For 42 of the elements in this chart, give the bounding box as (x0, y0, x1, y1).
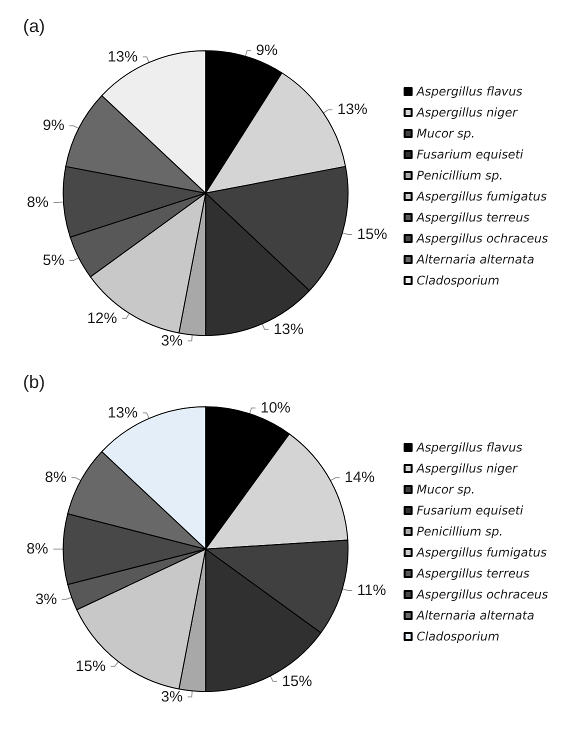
legend-label: Aspergillus terreus (416, 566, 530, 580)
legend-label: Mucor sp. (416, 126, 475, 140)
legend-label: Mucor sp. (416, 482, 475, 496)
data-label: 8% (26, 194, 49, 211)
data-label: 14% (344, 469, 375, 486)
data-label: 13% (108, 48, 138, 66)
legend-label: Alternaria alternata (416, 608, 534, 622)
data-label: 3% (160, 332, 183, 350)
legend-label: Aspergillus ochraceus (416, 588, 548, 602)
data-label: 3% (35, 590, 58, 608)
data-label: 9% (256, 42, 278, 60)
data-label: 13% (337, 101, 368, 118)
legend-label: Aspergillus flavus (416, 440, 522, 454)
legend-label: Aspergillus fumigatus (416, 190, 547, 204)
data-label: 12% (87, 310, 118, 327)
chart-title: (a) (23, 16, 45, 36)
legend-label: Penicillium sp. (416, 168, 503, 182)
legend-label: Aspergillus flavus (416, 84, 522, 98)
legend-label: Cladosporium (416, 630, 500, 644)
data-label: 15% (76, 658, 106, 675)
legend-label: Penicillium sp. (416, 524, 503, 538)
data-label: 5% (42, 252, 64, 269)
legend-label: Fusarium equiseti (416, 148, 524, 162)
legend-label: Aspergillus fumigatus (416, 546, 547, 560)
legend-label: Cladosporium (416, 274, 500, 288)
data-label: 15% (282, 672, 312, 690)
data-label: 15% (357, 226, 388, 244)
legend-label: Aspergillus ochraceus (416, 232, 548, 246)
data-label: 10% (260, 399, 291, 416)
data-label: 8% (26, 540, 48, 558)
chart-title: (b) (23, 372, 45, 392)
legend-label: Fusarium equiseti (416, 504, 524, 518)
data-label: 3% (160, 688, 183, 706)
data-label: 13% (108, 404, 138, 422)
data-label: 9% (42, 117, 64, 134)
data-label: 13% (274, 320, 304, 338)
data-label: 8% (44, 469, 67, 486)
legend-label: Aspergillus niger (416, 106, 518, 120)
legend-label: Alternaria alternata (416, 252, 534, 266)
legend-label: Aspergillus terreus (416, 210, 530, 224)
legend-label: Aspergillus niger (416, 462, 518, 476)
data-label: 11% (357, 582, 386, 600)
